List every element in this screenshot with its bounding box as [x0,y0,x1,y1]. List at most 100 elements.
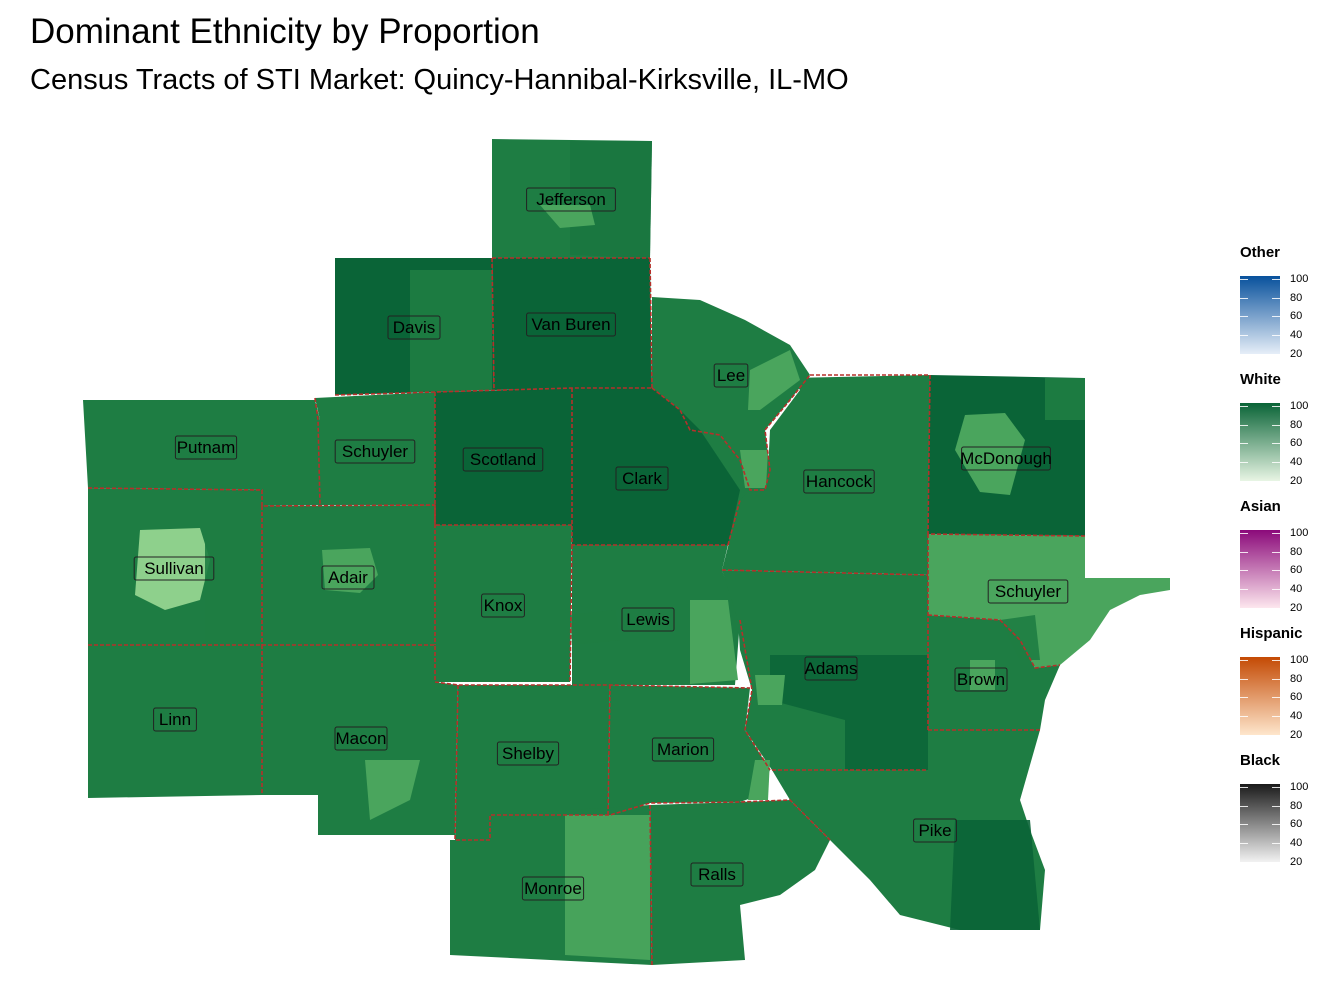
county-label-box [153,707,197,732]
legend-tick-mark [1272,462,1280,464]
legend-tick-label: 80 [1290,291,1303,304]
legend-tick-mark [1240,678,1248,680]
tract-shape [135,528,210,610]
legend-tick-mark [1272,316,1280,318]
county-label-box [615,466,669,491]
tract-shape [410,270,492,392]
county-label-text: Lee [717,366,745,385]
legend-tick-label: 80 [1290,799,1303,812]
legend-tick-mark [1272,607,1280,609]
county-label: Clark [615,466,669,491]
legend-hispanic: Hispanic 100 80 60 40 20 [1238,625,1338,745]
legend-tick-mark [1240,660,1248,661]
legend-tick-label: 20 [1290,601,1303,614]
county-label-text: Sullivan [144,559,204,578]
county-shape [83,400,320,506]
tract-shape [955,413,1025,495]
county-label-text: Macon [335,729,386,748]
tract-shape [1030,545,1085,578]
county-label-box [954,667,1008,692]
county-border [491,257,495,391]
legend-tick-mark [1240,824,1248,826]
legend-tick-mark [1240,480,1248,482]
legend-tick-mark [1240,843,1248,845]
county-border [651,374,811,491]
legend-tick-label: 60 [1290,310,1303,323]
county-shape [455,685,610,840]
county-label-text: McDonough [960,449,1052,468]
legend-tick-mark [1272,353,1280,355]
tract-shape [570,141,652,258]
legend-tick-mark [1240,279,1248,280]
county-label-box [174,435,238,460]
legend-tick-mark [1240,316,1248,318]
county-border [314,397,321,506]
legend-tick-label: 80 [1290,418,1303,431]
county-border [739,619,771,771]
county-label-box [651,737,715,762]
county-label-text: Scotland [470,450,536,469]
county-label-text: Ralls [698,865,736,884]
legend-tick-mark [1272,424,1280,426]
county-label-text: Monroe [524,879,582,898]
county-shape [492,258,652,390]
legend-tick-mark [1272,734,1280,736]
legend-white: White 100 80 60 40 20 [1238,371,1338,491]
legend-tick-label: 40 [1290,456,1303,469]
county-label: Marion [651,737,715,762]
county-label-text: Linn [159,710,191,729]
legend-tick-mark [1240,734,1248,736]
legend-tick-mark [1272,697,1280,699]
tract-shape [748,350,800,410]
county-label: Brown [954,667,1008,692]
county-label-box [321,565,375,590]
legend-tick-mark [1272,824,1280,826]
county-border [334,387,652,396]
county-label-box [803,469,875,494]
legend-tick-mark [1240,353,1248,355]
legend-tick-label: 40 [1290,329,1303,342]
county-label: Davis [387,315,441,340]
county-label-text: Marion [657,740,709,759]
legend-tick-label: 20 [1290,728,1303,741]
legend-colorbar [1240,403,1280,481]
county-label-box [334,439,416,464]
county-label-text: Putnam [177,438,236,457]
tract-shape [950,820,1040,930]
legend-tick-mark [1272,443,1280,445]
county-label-box [462,447,544,472]
county-label: Knox [481,593,525,618]
county-label: Shelby [496,741,560,766]
legend-tick-mark [1272,335,1280,337]
legend-tick-mark [1240,787,1248,788]
county-label: Putnam [174,435,238,460]
legend-tick-label: 60 [1290,691,1303,704]
county-label: Ralls [690,862,744,887]
legend-tick-mark [1272,716,1280,718]
legend-tick-mark [1272,570,1280,572]
county-shape [88,645,262,798]
legend-title: Hispanic [1240,625,1303,642]
county-shape [435,388,572,525]
legend-tick-mark [1240,424,1248,426]
county-label-text: Schuyler [342,442,408,461]
legend-tick-label: 100 [1290,527,1309,539]
tract-shading [135,141,1085,960]
county-border [649,804,653,966]
legend-tick-label: 60 [1290,818,1303,831]
legend-tick-mark [1272,843,1280,845]
county-shape [315,392,435,505]
legend-tick-mark [1240,570,1248,572]
county-label-box [496,741,560,766]
county-label-text: Van Buren [531,315,610,334]
legend-tick-mark [1240,607,1248,609]
legend-tick-label: 20 [1290,474,1303,487]
legend-tick-mark [1272,480,1280,482]
county-border [927,614,1061,669]
legend-tick-label: 100 [1290,781,1309,793]
county-label-text: Adair [328,568,368,587]
county-shape [650,800,830,965]
county-shape [722,375,930,575]
county-label-text: Davis [393,318,436,337]
